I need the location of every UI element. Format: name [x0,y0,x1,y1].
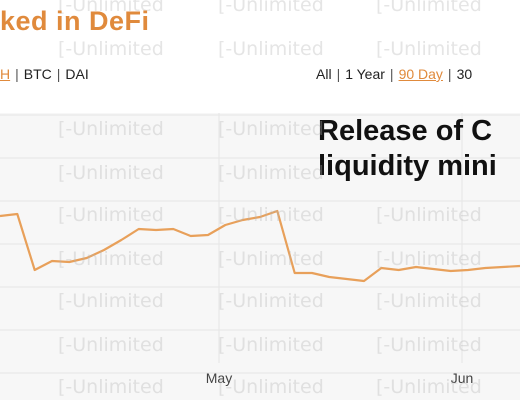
x-tick-label: Jun [451,370,474,386]
range-selector: All | 1 Year | 90 Day | 30 [316,66,472,82]
range-option-1-year[interactable]: 1 Year [345,66,385,82]
asset-selector: H | BTC | DAI [0,66,89,82]
separator: | [447,66,452,82]
watermark-text: [-Unlimited [376,0,482,16]
series-line [0,209,520,283]
annotation-line-2: liquidity mini [318,149,497,182]
asset-option-btc[interactable]: BTC [23,66,52,82]
range-option-30-day[interactable]: 30 [456,66,473,82]
asset-option-dai[interactable]: DAI [65,66,89,82]
watermark-text: [-Unlimited [218,38,324,60]
watermark-text: [-Unlimited [218,0,324,16]
chart-title: ked in DeFi [0,6,150,36]
line-chart: May Jun [0,113,520,386]
separator: | [389,66,394,82]
watermark-text: [-Unlimited [58,38,164,60]
separator: | [336,66,341,82]
range-option-90-day[interactable]: 90 Day [398,66,443,82]
asset-option-eth[interactable]: H [0,66,11,82]
watermark-text: [-Unlimited [376,38,482,60]
separator: | [56,66,61,82]
separator: | [15,66,19,82]
x-tick-label: May [206,370,232,386]
range-option-all[interactable]: All [316,66,332,82]
annotation-overlay: Release of C liquidity mini [318,114,497,184]
annotation-line-1: Release of C [318,115,493,147]
chart-area: May Jun [0,113,520,400]
